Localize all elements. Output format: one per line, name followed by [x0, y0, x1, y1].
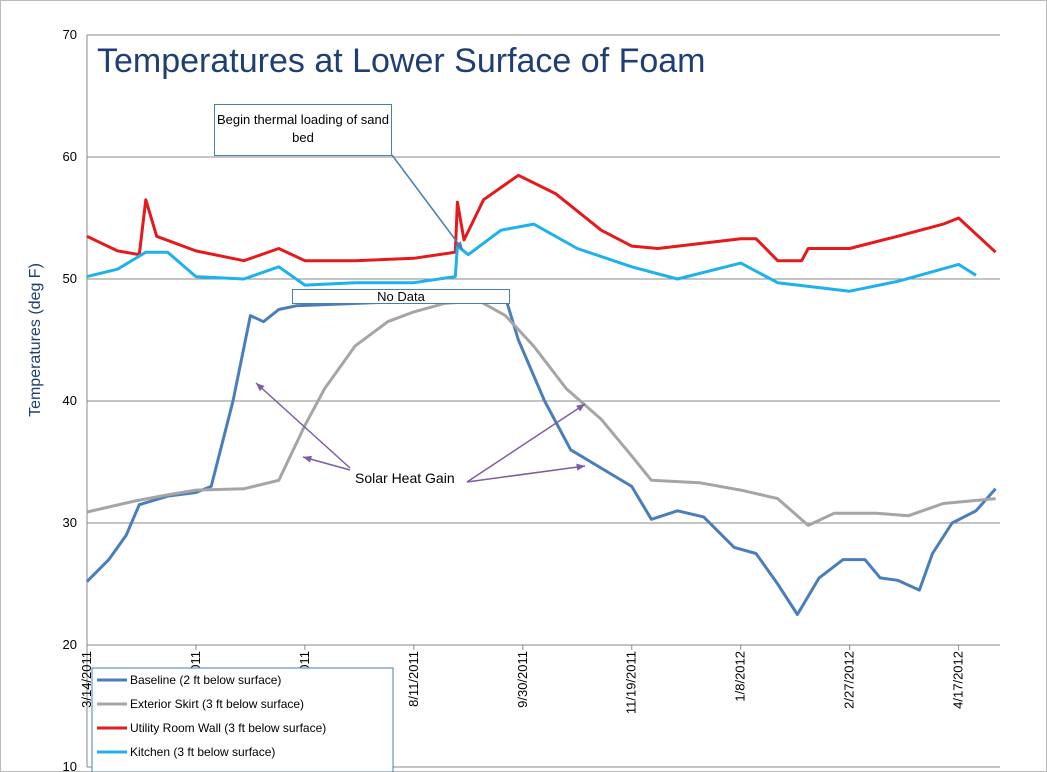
annotation-text: Solar Heat Gain [355, 470, 455, 486]
x-tick-label: 3/14/2011 [79, 651, 94, 708]
legend-label: Utility Room Wall (3 ft below surface) [130, 721, 326, 735]
series-line [86, 299, 996, 527]
x-tick-label: 2/27/2012 [842, 651, 857, 709]
arrow-head [303, 455, 312, 463]
legend-label: Exterior Skirt (3 ft below surface) [130, 697, 304, 711]
arrow [391, 154, 464, 251]
legend: Baseline (2 ft below surface) Exterior Sk… [91, 667, 394, 772]
x-tick-label: 1/8/2012 [733, 651, 748, 702]
legend-box [91, 667, 394, 772]
y-tick-label: 40 [63, 393, 77, 408]
annotation-box: Begin thermal loading of sand bed [214, 104, 392, 156]
arrow-head [576, 463, 585, 471]
annotation-box: No Data [292, 289, 510, 304]
y-tick-label: 20 [63, 637, 77, 652]
series-line [86, 173, 997, 263]
legend-label: Baseline (2 ft below surface) [130, 673, 281, 687]
arrow [255, 382, 351, 469]
series-line [86, 222, 977, 293]
y-axis-label: Temperatures (deg F) [27, 263, 44, 417]
y-tick-label: 30 [63, 515, 77, 530]
y-tick-label: 70 [63, 27, 77, 42]
series-line [85, 295, 997, 616]
arrow-head [455, 241, 463, 250]
x-tick-label: 9/30/2011 [515, 651, 530, 708]
x-tick-label: 11/19/2011 [624, 651, 639, 714]
x-tick-label: 8/11/2011 [406, 651, 421, 707]
arrow [466, 465, 586, 483]
chart-title: Temperatures at Lower Surface of Foam [97, 42, 706, 80]
y-tick-label: 50 [63, 271, 77, 286]
y-tick-label: 60 [63, 149, 77, 164]
x-tick-label: 4/17/2012 [951, 651, 966, 709]
y-tick-label: 10 [63, 759, 77, 772]
arrow-head [576, 404, 585, 412]
legend-label: Kitchen (3 ft below surface) [130, 745, 275, 759]
arrow-head [256, 383, 265, 392]
arrow [466, 403, 586, 483]
